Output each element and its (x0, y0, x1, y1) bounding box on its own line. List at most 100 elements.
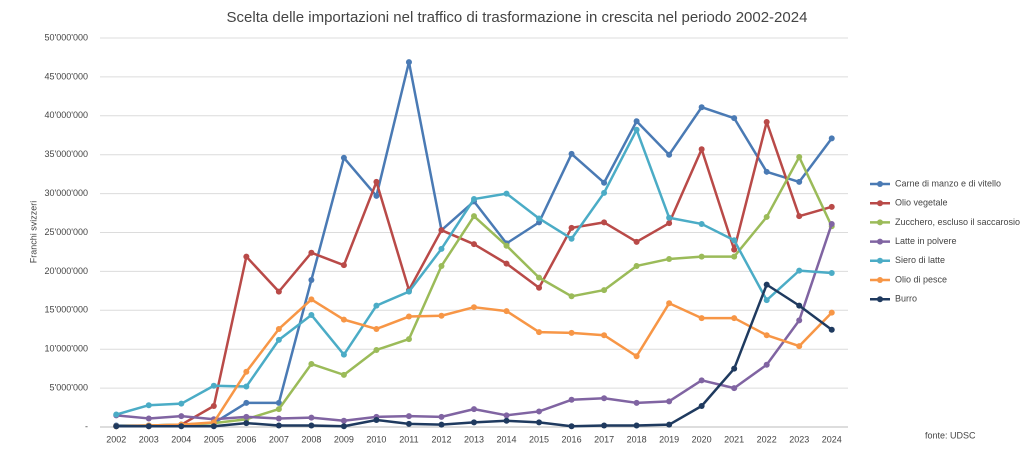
legend-marker (877, 219, 883, 226)
data-point (275, 288, 282, 295)
legend-label: Olio vegetale (895, 198, 948, 208)
data-point (340, 371, 347, 378)
data-point (438, 262, 445, 269)
x-tick-label: 2007 (269, 434, 289, 444)
data-point (633, 422, 640, 429)
data-point (275, 406, 282, 413)
data-point (796, 213, 803, 220)
x-tick-label: 2005 (204, 434, 224, 444)
data-point (601, 422, 608, 429)
data-point (471, 241, 477, 248)
data-point (243, 399, 250, 406)
data-point (828, 326, 835, 333)
x-tick-label: 2018 (627, 434, 647, 444)
data-point (243, 383, 250, 390)
data-point (731, 246, 738, 253)
data-point (373, 346, 380, 353)
data-point (178, 413, 185, 420)
data-point (698, 253, 705, 260)
data-point (503, 308, 510, 315)
data-point (340, 351, 347, 358)
data-point (633, 399, 640, 406)
series-line (115, 128, 832, 416)
data-point (633, 353, 640, 360)
x-tick-label: 2014 (497, 434, 517, 444)
y-tick-label: 40'000'000 (45, 110, 88, 120)
data-point (503, 412, 510, 419)
x-tick-label: 2022 (757, 434, 777, 444)
x-tick-label: 2019 (659, 434, 679, 444)
legend-label: Carne di manzo e di vitello (895, 178, 1001, 188)
data-point (666, 421, 673, 428)
data-point (536, 215, 543, 222)
data-point (471, 196, 477, 203)
y-tick-label: 35'000'000 (45, 149, 88, 159)
data-point (731, 365, 738, 372)
legend-marker (877, 257, 883, 264)
data-point (340, 417, 347, 424)
data-point (731, 385, 738, 392)
legend-label: Zucchero, escluso il saccarosio (895, 217, 1020, 227)
legend-marker (877, 238, 883, 245)
y-tick-label: 50'000'000 (45, 32, 88, 42)
data-point (113, 411, 120, 418)
data-point (601, 179, 608, 186)
data-point (438, 227, 445, 234)
y-tick-label: - (85, 421, 88, 431)
data-point (568, 396, 575, 403)
data-point (568, 150, 575, 157)
data-point (666, 214, 673, 221)
y-tick-label: 20'000'000 (45, 266, 88, 276)
data-point (666, 398, 673, 405)
data-point (633, 238, 640, 245)
legend-label: Burro (895, 294, 917, 304)
data-point (601, 395, 608, 402)
x-tick-label: 2004 (171, 434, 191, 444)
x-tick-label: 2023 (789, 434, 809, 444)
data-point (698, 104, 705, 111)
data-point (145, 423, 152, 430)
data-point (210, 382, 217, 389)
data-point (275, 415, 282, 422)
data-point (536, 408, 543, 415)
data-point (763, 332, 770, 339)
data-point (568, 423, 575, 430)
data-point (763, 119, 770, 126)
data-point (666, 300, 673, 307)
data-point (601, 189, 608, 196)
x-tick-label: 2010 (366, 434, 386, 444)
data-point (405, 413, 412, 420)
data-point (471, 304, 477, 311)
x-tick-label: 2002 (106, 434, 126, 444)
data-point (828, 309, 835, 316)
data-point (243, 420, 250, 427)
y-tick-label: 10'000'000 (45, 344, 88, 354)
data-point (145, 402, 152, 409)
x-tick-label: 2015 (529, 434, 549, 444)
legend-marker (877, 200, 883, 207)
data-point (340, 262, 347, 269)
data-point (308, 276, 315, 283)
data-point (828, 203, 835, 210)
data-point (503, 190, 510, 197)
data-point (503, 417, 510, 424)
y-tick-label: 5'000'000 (50, 382, 88, 392)
data-point (796, 178, 803, 185)
data-point (601, 332, 608, 339)
data-point (666, 255, 673, 262)
data-point (731, 237, 738, 244)
data-point (438, 413, 445, 420)
data-point (731, 115, 738, 122)
data-point (763, 297, 770, 304)
data-point (210, 402, 217, 409)
data-point (308, 296, 315, 303)
y-tick-label: 45'000'000 (45, 71, 88, 81)
data-point (340, 316, 347, 323)
series-line (116, 223, 833, 423)
data-point (373, 178, 380, 185)
x-tick-label: 2006 (236, 434, 256, 444)
data-point (340, 423, 347, 430)
data-point (373, 416, 380, 423)
data-point (145, 415, 152, 422)
legend-marker (877, 277, 883, 283)
